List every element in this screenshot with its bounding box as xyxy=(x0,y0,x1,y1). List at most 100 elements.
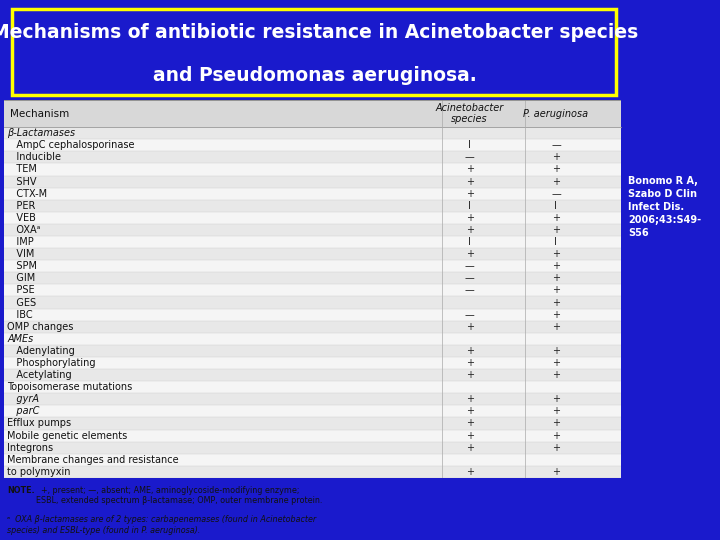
Text: Bonomo R A,
Szabo D Clin
Infect Dis.
2006;43:S49-
S56: Bonomo R A, Szabo D Clin Infect Dis. 200… xyxy=(629,176,701,238)
Text: IBC: IBC xyxy=(7,309,33,320)
Text: +: + xyxy=(552,358,560,368)
Bar xyxy=(4,308,621,321)
Text: GES: GES xyxy=(7,298,37,307)
Text: +: + xyxy=(552,152,560,163)
Bar xyxy=(4,406,621,417)
Text: AMEs: AMEs xyxy=(7,334,34,344)
Text: +: + xyxy=(466,165,474,174)
Text: +: + xyxy=(552,407,560,416)
Bar xyxy=(4,200,621,212)
Text: and Pseudomonas aeruginosa.: and Pseudomonas aeruginosa. xyxy=(153,66,477,85)
Bar xyxy=(4,164,621,176)
Bar xyxy=(4,176,621,187)
Text: —: — xyxy=(465,309,474,320)
Text: +: + xyxy=(466,418,474,428)
Text: I: I xyxy=(468,201,471,211)
Text: +: + xyxy=(466,322,474,332)
Text: OXAᵃ: OXAᵃ xyxy=(7,225,41,235)
Text: Efflux pumps: Efflux pumps xyxy=(7,418,71,428)
Bar xyxy=(4,321,621,333)
Text: +: + xyxy=(552,443,560,453)
Bar xyxy=(4,212,621,224)
Text: —: — xyxy=(551,140,561,150)
Bar xyxy=(4,236,621,248)
Bar xyxy=(4,417,621,429)
Text: Acetylating: Acetylating xyxy=(7,370,72,380)
Text: +: + xyxy=(466,370,474,380)
Text: PSE: PSE xyxy=(7,286,35,295)
Bar xyxy=(4,381,621,393)
Text: +: + xyxy=(552,249,560,259)
Text: Phosphorylating: Phosphorylating xyxy=(7,358,96,368)
Text: Integrons: Integrons xyxy=(7,443,53,453)
Bar xyxy=(4,369,621,381)
Text: +: + xyxy=(466,443,474,453)
Text: +: + xyxy=(552,346,560,356)
Bar xyxy=(4,100,621,127)
Bar xyxy=(4,224,621,236)
Text: —: — xyxy=(465,273,474,284)
Text: Acinetobacter: Acinetobacter xyxy=(436,103,504,113)
Text: I: I xyxy=(554,237,557,247)
Text: +: + xyxy=(552,322,560,332)
Text: +: + xyxy=(466,467,474,477)
Bar xyxy=(4,345,621,357)
Text: —: — xyxy=(465,261,474,271)
Text: +: + xyxy=(466,407,474,416)
Text: GIM: GIM xyxy=(7,273,36,284)
Text: +: + xyxy=(552,225,560,235)
Text: I: I xyxy=(468,140,471,150)
Text: AmpC cephalosporinase: AmpC cephalosporinase xyxy=(7,140,135,150)
Text: +: + xyxy=(552,177,560,186)
Text: +: + xyxy=(466,430,474,441)
Text: —: — xyxy=(465,286,474,295)
Bar xyxy=(4,357,621,369)
Text: OMP changes: OMP changes xyxy=(7,322,73,332)
Text: TEM: TEM xyxy=(7,165,37,174)
Text: Membrane changes and resistance: Membrane changes and resistance xyxy=(7,455,179,465)
Text: to polymyxin: to polymyxin xyxy=(7,467,71,477)
Bar xyxy=(4,333,621,345)
Text: —: — xyxy=(551,188,561,199)
Text: +: + xyxy=(552,394,560,404)
Bar xyxy=(4,187,621,200)
Text: Mechanism: Mechanism xyxy=(11,109,70,118)
Text: +: + xyxy=(552,309,560,320)
Bar xyxy=(4,393,621,406)
Text: P. aeruginosa: P. aeruginosa xyxy=(523,109,588,118)
Text: NOTE.: NOTE. xyxy=(7,486,35,495)
Bar xyxy=(4,127,621,139)
Bar xyxy=(4,454,621,466)
Text: +: + xyxy=(552,370,560,380)
Text: +, present; —, absent; AME, aminoglycoside-modifying enzyme;
ESBL, extended spec: +, present; —, absent; AME, aminoglycosi… xyxy=(37,486,323,505)
Text: Mobile genetic elements: Mobile genetic elements xyxy=(7,430,127,441)
Text: Adenylating: Adenylating xyxy=(7,346,75,356)
Text: +: + xyxy=(466,249,474,259)
Text: PER: PER xyxy=(7,201,36,211)
Text: +: + xyxy=(552,261,560,271)
Bar xyxy=(4,442,621,454)
Bar xyxy=(4,285,621,296)
Text: β-Lactamases: β-Lactamases xyxy=(7,128,76,138)
Text: VIM: VIM xyxy=(7,249,35,259)
Text: +: + xyxy=(466,394,474,404)
Text: gyrA: gyrA xyxy=(7,394,40,404)
Text: +: + xyxy=(552,430,560,441)
Text: I: I xyxy=(468,237,471,247)
Bar xyxy=(4,260,621,272)
Text: +: + xyxy=(466,346,474,356)
Text: +: + xyxy=(552,286,560,295)
Text: species: species xyxy=(451,114,488,125)
Bar xyxy=(4,248,621,260)
Text: Topoisomerase mutations: Topoisomerase mutations xyxy=(7,382,132,392)
Bar xyxy=(4,272,621,285)
Text: parC: parC xyxy=(7,407,40,416)
Bar xyxy=(4,429,621,442)
Text: +: + xyxy=(552,213,560,223)
Bar xyxy=(4,296,621,308)
Text: Inducible: Inducible xyxy=(7,152,61,163)
Text: SHV: SHV xyxy=(7,177,37,186)
Text: —: — xyxy=(465,152,474,163)
Bar xyxy=(4,466,621,478)
Text: +: + xyxy=(466,188,474,199)
